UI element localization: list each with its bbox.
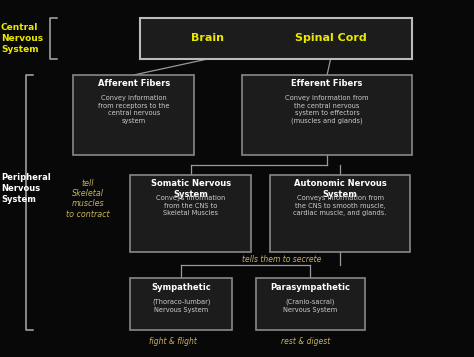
Text: Convey information
from receptors to the
central nervous
system: Convey information from receptors to the… (98, 95, 170, 124)
Text: Somatic Nervous
System: Somatic Nervous System (151, 179, 231, 199)
Text: Parasympathetic: Parasympathetic (271, 283, 350, 292)
Text: Sympathetic: Sympathetic (151, 283, 211, 292)
Text: tells them to secrete: tells them to secrete (242, 255, 322, 264)
FancyBboxPatch shape (242, 75, 412, 155)
Text: Autonomic Nervous
System: Autonomic Nervous System (294, 179, 386, 199)
Text: Conveys information
from the CNS to
Skeletal Muscles: Conveys information from the CNS to Skel… (156, 195, 226, 216)
Text: Spinal Cord: Spinal Cord (295, 33, 366, 44)
Text: Peripheral
Nervous
System: Peripheral Nervous System (1, 173, 51, 203)
Text: Brain: Brain (191, 33, 225, 44)
Text: Efferent Fibers: Efferent Fibers (292, 79, 363, 88)
FancyBboxPatch shape (270, 175, 410, 252)
FancyBboxPatch shape (130, 175, 251, 252)
Text: rest & digest: rest & digest (281, 337, 330, 346)
FancyBboxPatch shape (73, 75, 194, 155)
FancyBboxPatch shape (140, 18, 412, 59)
FancyBboxPatch shape (256, 278, 365, 330)
Text: (Thoraco-lumbar)
Nervous System: (Thoraco-lumbar) Nervous System (152, 299, 210, 313)
FancyBboxPatch shape (130, 278, 232, 330)
Text: Central
Nervous
System: Central Nervous System (1, 23, 43, 54)
Text: Convey information from
the central nervous
system to effectors
(muscles and gla: Convey information from the central nerv… (285, 95, 369, 124)
Text: Conveys information from
the CNS to smooth muscle,
cardiac muscle, and glands.: Conveys information from the CNS to smoo… (293, 195, 387, 216)
Text: (Cranio-sacral)
Nervous System: (Cranio-sacral) Nervous System (283, 299, 337, 313)
Text: fight & flight: fight & flight (149, 337, 197, 346)
Text: Afferent Fibers: Afferent Fibers (98, 79, 170, 88)
Text: tell
Skeletal
muscles
to contract: tell Skeletal muscles to contract (66, 178, 109, 219)
